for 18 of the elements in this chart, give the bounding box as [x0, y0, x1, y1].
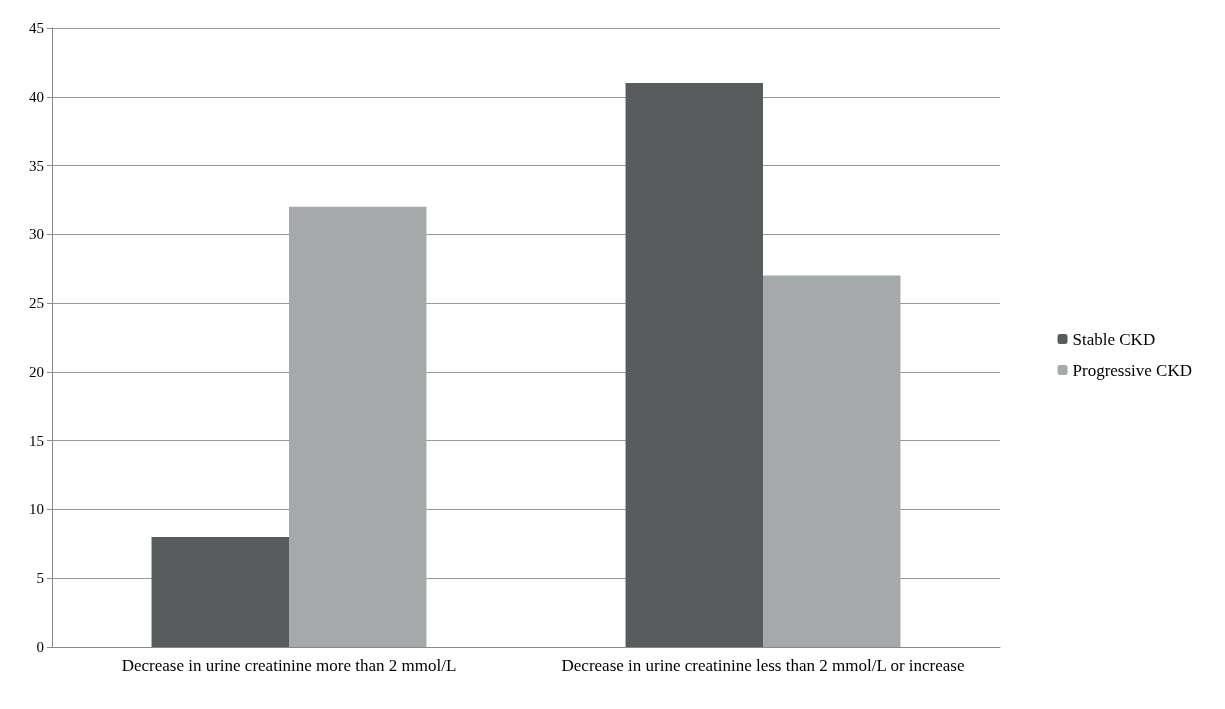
y-tick-label: 0 [36, 639, 44, 655]
bar [289, 206, 427, 647]
y-tick-label: 40 [29, 88, 44, 105]
y-tick-label: 25 [29, 295, 44, 312]
bar [625, 83, 763, 647]
y-tick-label: 45 [29, 20, 44, 36]
bar [763, 275, 901, 647]
legend-label: Progressive CKD [1072, 360, 1192, 380]
x-tick-label: Decrease in urine creatinine less than 2 mmol/L or increase [561, 655, 965, 675]
y-tick-label: 10 [29, 501, 44, 518]
x-tick-label: Decrease in urine creatinine more than 2 mmol/L [121, 655, 457, 675]
y-tick-label: 5 [36, 570, 44, 587]
legend-label: Stable CKD [1072, 329, 1156, 349]
y-tick-label: 20 [29, 363, 44, 380]
bar [151, 536, 289, 647]
y-tick-label: 30 [29, 226, 44, 243]
y-tick-label: 15 [29, 432, 44, 449]
y-tick-label: 35 [29, 157, 44, 174]
